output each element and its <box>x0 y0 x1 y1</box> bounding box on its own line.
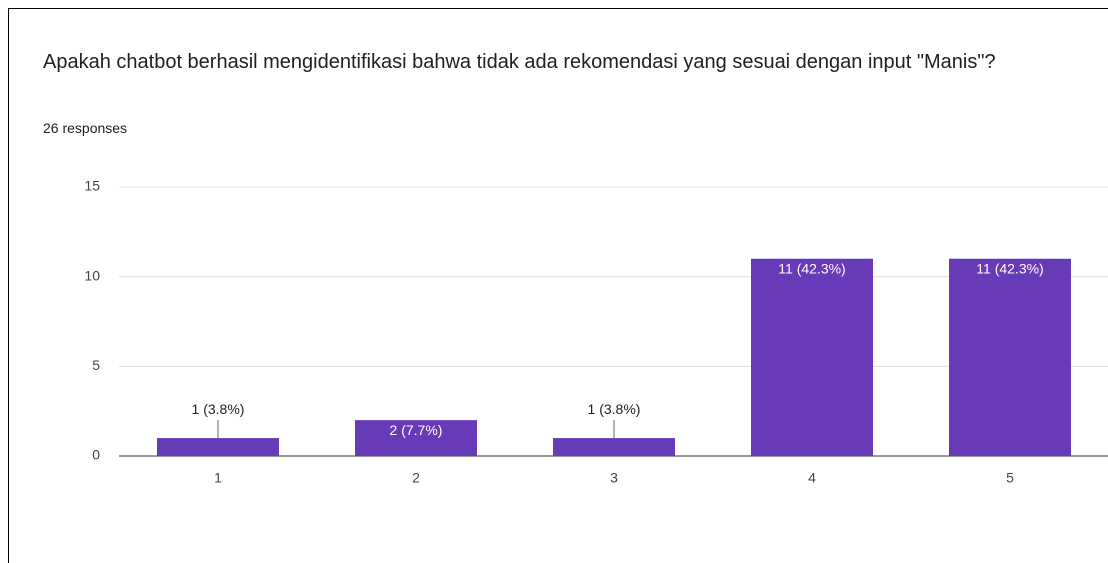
card <box>8 8 1108 563</box>
y-tick-label: 15 <box>84 178 100 194</box>
bar <box>751 258 873 456</box>
y-tick-label: 5 <box>92 357 100 373</box>
bar <box>355 420 477 456</box>
bar <box>157 438 279 456</box>
chart-title: Apakah chatbot berhasil mengidentifikasi… <box>43 51 996 73</box>
y-tick-label: 0 <box>92 447 100 463</box>
bar <box>949 258 1071 456</box>
y-tick-label: 10 <box>84 267 100 283</box>
chart-subtitle: 26 responses <box>43 120 128 136</box>
x-tick-label: 3 <box>610 470 618 486</box>
data-label: 1 (3.8%) <box>192 401 245 417</box>
x-tick-label: 2 <box>412 470 420 486</box>
data-label: 11 (42.3%) <box>778 260 845 276</box>
x-tick-label: 1 <box>214 470 222 486</box>
data-label: 2 (7.7%) <box>390 422 443 438</box>
x-tick-label: 5 <box>1006 470 1014 486</box>
x-tick-label: 4 <box>808 470 816 486</box>
data-label: 11 (42.3%) <box>976 260 1043 276</box>
bar <box>553 438 675 456</box>
data-label: 1 (3.8%) <box>588 401 641 417</box>
